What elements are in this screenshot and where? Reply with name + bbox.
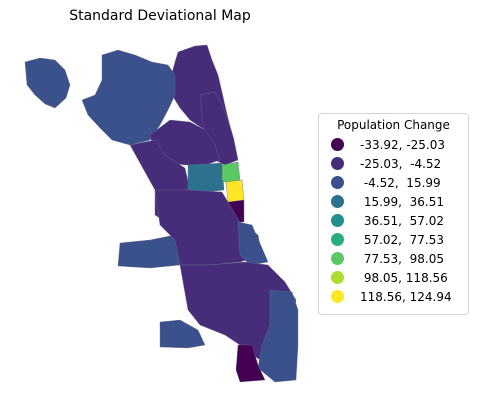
region-near-west <box>187 162 225 193</box>
legend-swatch <box>331 233 344 246</box>
legend-swatch <box>331 138 344 151</box>
region-southeast <box>257 289 299 383</box>
legend-label: -25.03, -4.52 <box>360 156 442 171</box>
legend-label: 118.56, 124.94 <box>360 289 452 304</box>
region-riverdale <box>235 344 266 383</box>
legend-item: -4.52, 15.99 <box>319 173 468 192</box>
legend-swatch <box>331 176 344 189</box>
legend-swatch <box>331 157 344 170</box>
region-far-southwest <box>159 319 206 349</box>
legend-item: 98.05, 118.56 <box>319 268 468 287</box>
legend-label: 77.53, 98.05 <box>360 251 444 266</box>
legend-swatch <box>331 195 344 208</box>
legend-label: 98.05, 118.56 <box>360 270 448 285</box>
legend-label: 36.51, 57.02 <box>360 213 444 228</box>
region-south-lakefront <box>237 221 269 266</box>
legend-label: -33.92, -25.03 <box>360 137 445 152</box>
legend-label: 57.02, 77.53 <box>360 232 444 247</box>
map-title: Standard Deviational Map <box>69 8 251 24</box>
legend-item: 36.51, 57.02 <box>319 211 468 230</box>
region-ohare <box>24 57 71 109</box>
legend-label: 15.99, 36.51 <box>360 194 444 209</box>
legend-item: -33.92, -25.03 <box>319 135 468 154</box>
region-southwest-finger <box>117 234 181 269</box>
legend-swatch <box>331 271 344 284</box>
legend: Population Change -33.92, -25.03 -25.03, … <box>318 113 469 315</box>
legend-swatch <box>331 214 344 227</box>
legend-item: 77.53, 98.05 <box>319 249 468 268</box>
legend-title: Population Change <box>337 118 450 132</box>
legend-label: -4.52, 15.99 <box>360 175 441 190</box>
legend-item: -25.03, -4.52 <box>319 154 468 173</box>
legend-item: 15.99, 36.51 <box>319 192 468 211</box>
legend-item: 118.56, 124.94 <box>319 287 468 306</box>
legend-swatch <box>331 290 344 303</box>
legend-swatch <box>331 252 344 265</box>
legend-item: 57.02, 77.53 <box>319 230 468 249</box>
